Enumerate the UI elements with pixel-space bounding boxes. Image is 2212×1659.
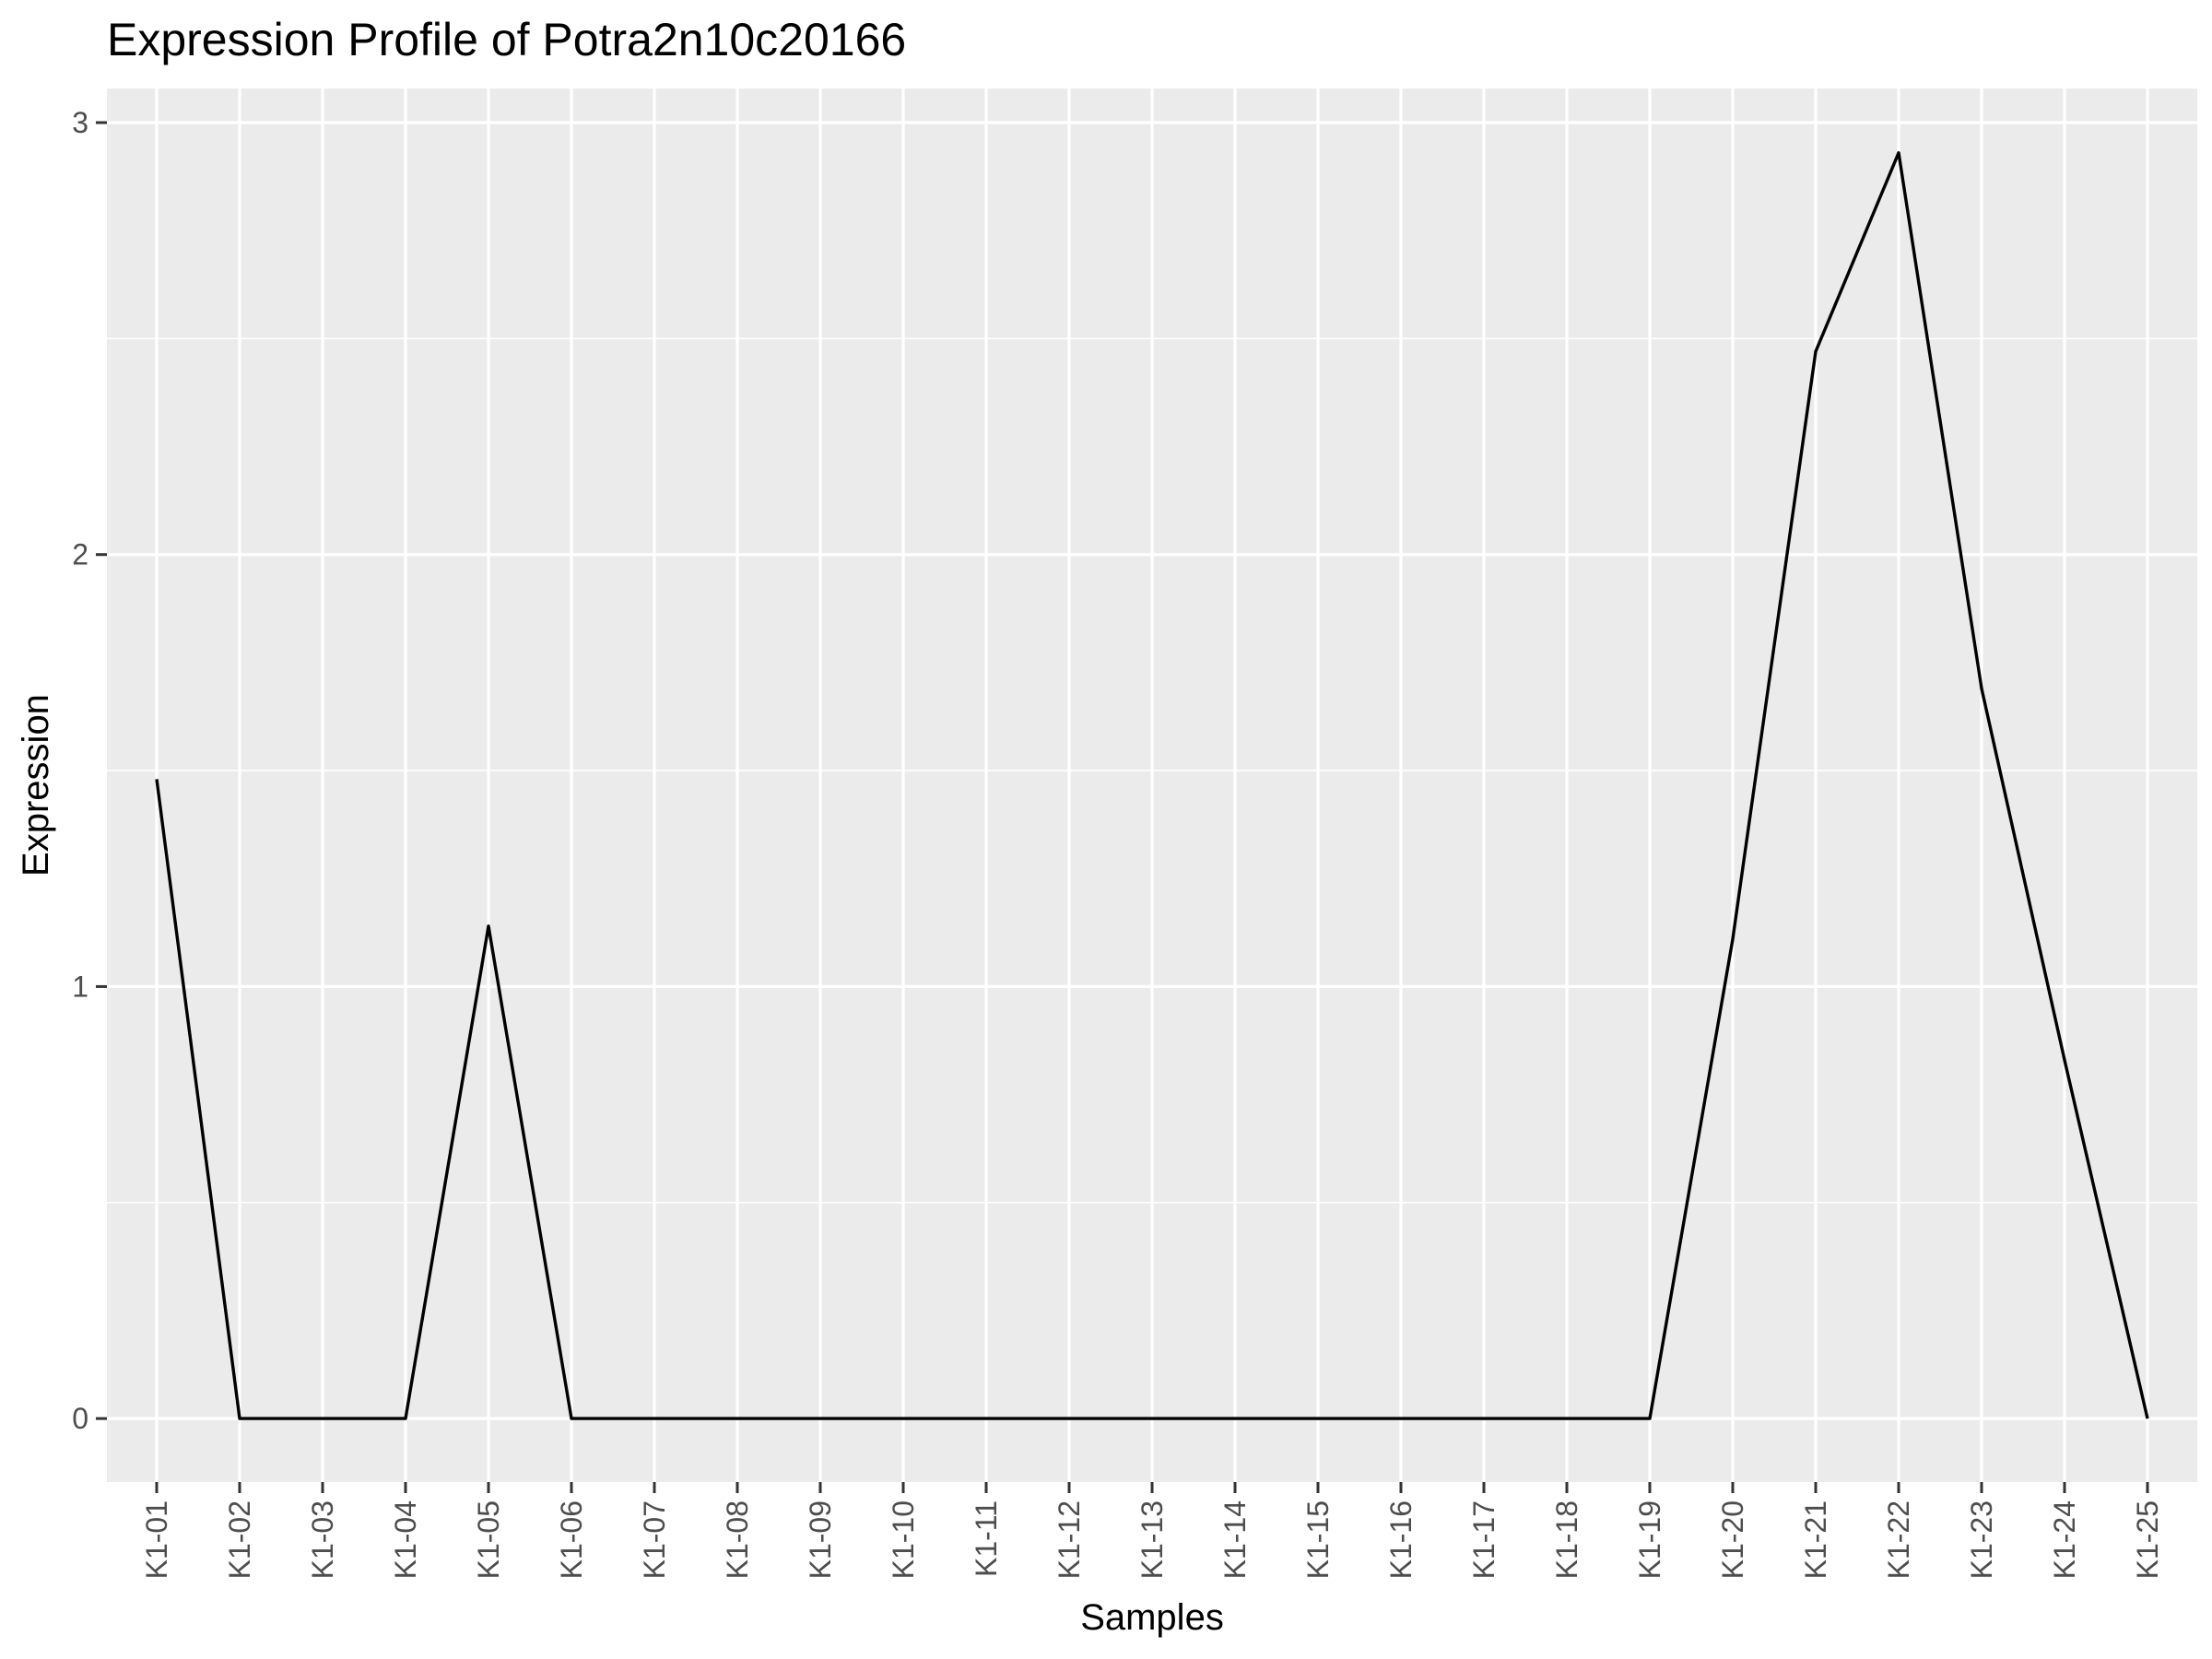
y-axis-title: Expression (16, 694, 56, 877)
x-tick-label: K1-08 (721, 1500, 754, 1579)
x-tick-label: K1-17 (1467, 1500, 1500, 1579)
y-axis: 0 1 2 3 (72, 106, 107, 1435)
x-tick-label: K1-24 (2048, 1500, 2081, 1579)
x-tick-label: K1-23 (1965, 1500, 1998, 1579)
x-tick-label: K1-02 (223, 1500, 256, 1579)
x-tick-label: K1-04 (389, 1500, 422, 1579)
x-tick-label: K1-10 (887, 1500, 920, 1579)
x-axis-title: Samples (1080, 1597, 1224, 1638)
x-tick-label: K1-16 (1384, 1500, 1418, 1579)
x-tick-label: K1-13 (1135, 1500, 1169, 1579)
x-tick-label: K1-21 (1799, 1500, 1832, 1579)
y-tick-label: 3 (72, 106, 88, 139)
x-tick-label: K1-18 (1550, 1500, 1583, 1579)
x-tick-label: K1-14 (1218, 1500, 1252, 1579)
x-tick-label: K1-07 (638, 1500, 671, 1579)
x-tick-label: K1-01 (140, 1500, 173, 1579)
chart-title: Expression Profile of Potra2n10c20166 (107, 14, 907, 65)
x-tick-label: K1-19 (1633, 1500, 1666, 1579)
x-tick-label: K1-03 (306, 1500, 339, 1579)
y-tick-label: 2 (72, 538, 88, 571)
x-tick-label: K1-05 (472, 1500, 505, 1579)
x-axis: K1-01 K1-02 K1-03 K1-04 K1-05 K1-06 K1-07 K1-08… (140, 1482, 2164, 1579)
series-line (155, 151, 2149, 1420)
x-tick-label: K1-06 (555, 1500, 588, 1579)
x-tick-label: K1-12 (1053, 1500, 1086, 1579)
x-tick-label: K1-11 (970, 1500, 1003, 1577)
x-tick-label: K1-09 (804, 1500, 837, 1579)
series-layer (155, 151, 2149, 1420)
y-tick-label: 1 (72, 970, 88, 1003)
x-tick-label: K1-15 (1301, 1500, 1335, 1579)
x-tick-label: K1-22 (1882, 1500, 1915, 1579)
x-tick-label: K1-25 (2131, 1500, 2164, 1579)
y-tick-label: 0 (72, 1402, 88, 1435)
x-tick-label: K1-20 (1716, 1500, 1749, 1579)
